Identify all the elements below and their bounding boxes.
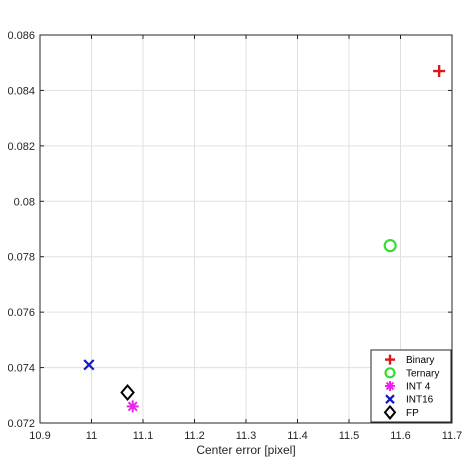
legend-marker-fp — [383, 404, 397, 420]
legend-marker-int-4 — [385, 381, 395, 391]
legend: Binary Ternary INT 4 INT16 FP — [370, 349, 452, 423]
y-tick-label: 0.074 — [7, 363, 35, 375]
y-tick-label: 0.084 — [7, 85, 35, 97]
y-tick-label: 0.08 — [14, 196, 35, 208]
x-tick-label: 11.4 — [287, 430, 308, 442]
x-tick-label: 11.2 — [184, 430, 205, 442]
x-tick-label: 11 — [86, 430, 97, 442]
y-tick-label: 0.076 — [7, 307, 35, 319]
x-tick-label: 11.1 — [133, 430, 154, 442]
data-point-fp — [120, 383, 135, 402]
y-tick-label: 0.086 — [7, 30, 35, 42]
y-tick-label: 0.072 — [7, 418, 35, 430]
legend-label-int16: INT16 — [406, 395, 434, 406]
legend-label-int-4: INT 4 — [406, 382, 431, 393]
legend-label-binary: Binary — [406, 355, 434, 366]
x-axis-label: Center error [pixel] — [196, 443, 295, 457]
legend-box — [370, 349, 452, 423]
data-points — [83, 65, 446, 413]
x-tick-label: 11.6 — [390, 430, 411, 442]
legend-marker-int16 — [385, 394, 395, 404]
x-axis-tick-labels: 10.9 11 11.1 11.2 11.3 11.4 11.5 11.6 11.7 — [29, 430, 462, 442]
data-point-int-4 — [126, 400, 139, 413]
y-tick-label: 0.078 — [7, 252, 35, 264]
legend-label-ternary: Ternary — [406, 368, 439, 379]
data-point-binary — [433, 65, 446, 78]
x-tick-label: 10.9 — [29, 430, 50, 442]
data-point-ternary — [383, 239, 397, 253]
legend-marker-ternary — [384, 367, 396, 379]
x-tick-label: 11.3 — [236, 430, 257, 442]
legend-label-fp: FP — [406, 408, 419, 419]
y-axis-tick-labels: 0.072 0.074 0.076 0.078 0.08 0.082 0.084 0.086 — [7, 30, 35, 430]
axis-ticks — [39, 34, 453, 424]
y-tick-label: 0.082 — [7, 141, 35, 153]
data-point-int16 — [83, 359, 95, 371]
x-tick-label: 11.5 — [339, 430, 360, 442]
x-tick-label: 11.7 — [442, 430, 463, 442]
legend-marker-binary — [385, 354, 395, 365]
